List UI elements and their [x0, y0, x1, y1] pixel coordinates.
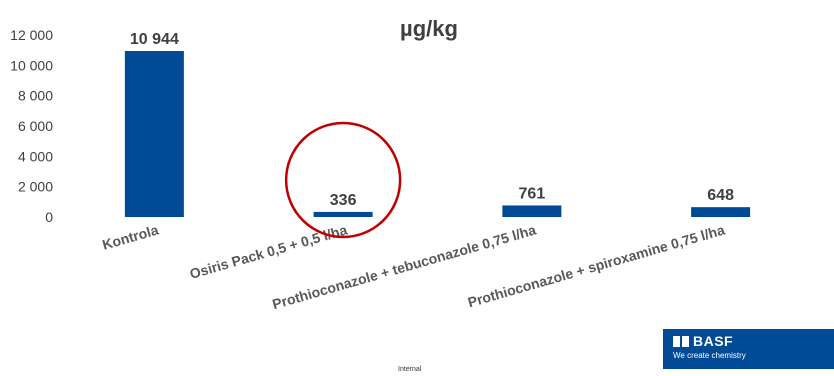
- highlight-circle: [284, 121, 402, 239]
- bars: [124, 51, 751, 218]
- y-tick-label: 0: [45, 209, 53, 225]
- data-label: 648: [707, 187, 734, 204]
- classification-label: Internal: [398, 366, 422, 373]
- x-category-label: Kontrola: [100, 221, 160, 252]
- chart-title: µg/kg: [400, 16, 458, 41]
- bar: [124, 51, 184, 218]
- basf-logo: BASF We create chemistry: [663, 329, 834, 369]
- data-labels: 10 944 336 761 648: [130, 31, 734, 209]
- logo-name: BASF: [693, 333, 734, 349]
- data-label: 10 944: [130, 31, 179, 48]
- y-tick-label: 10 000: [10, 57, 53, 73]
- data-label: 761: [519, 185, 546, 202]
- bar: [502, 205, 562, 217]
- y-tick-label: 12 000: [10, 27, 53, 43]
- y-tick-label: 2 000: [18, 179, 53, 195]
- x-axis-labels: Kontrola Osiris Pack 0,5 + 0,5 l/haProthi…: [100, 221, 726, 312]
- y-tick-label: 8 000: [18, 88, 53, 104]
- bar: [691, 207, 751, 217]
- y-axis: 0 2 000 4 000 6 000 8 000 10 000 12 000: [10, 27, 53, 225]
- y-tick-label: 4 000: [18, 148, 53, 164]
- y-tick-label: 6 000: [18, 118, 53, 134]
- x-category-label: Osiris Pack 0,5 + 0,5 l/ha: [188, 221, 349, 281]
- logo-tagline: We create chemistry: [673, 351, 746, 360]
- basf-logo-mark-icon: [673, 336, 689, 347]
- data-label: 336: [330, 192, 357, 209]
- bar: [313, 211, 373, 217]
